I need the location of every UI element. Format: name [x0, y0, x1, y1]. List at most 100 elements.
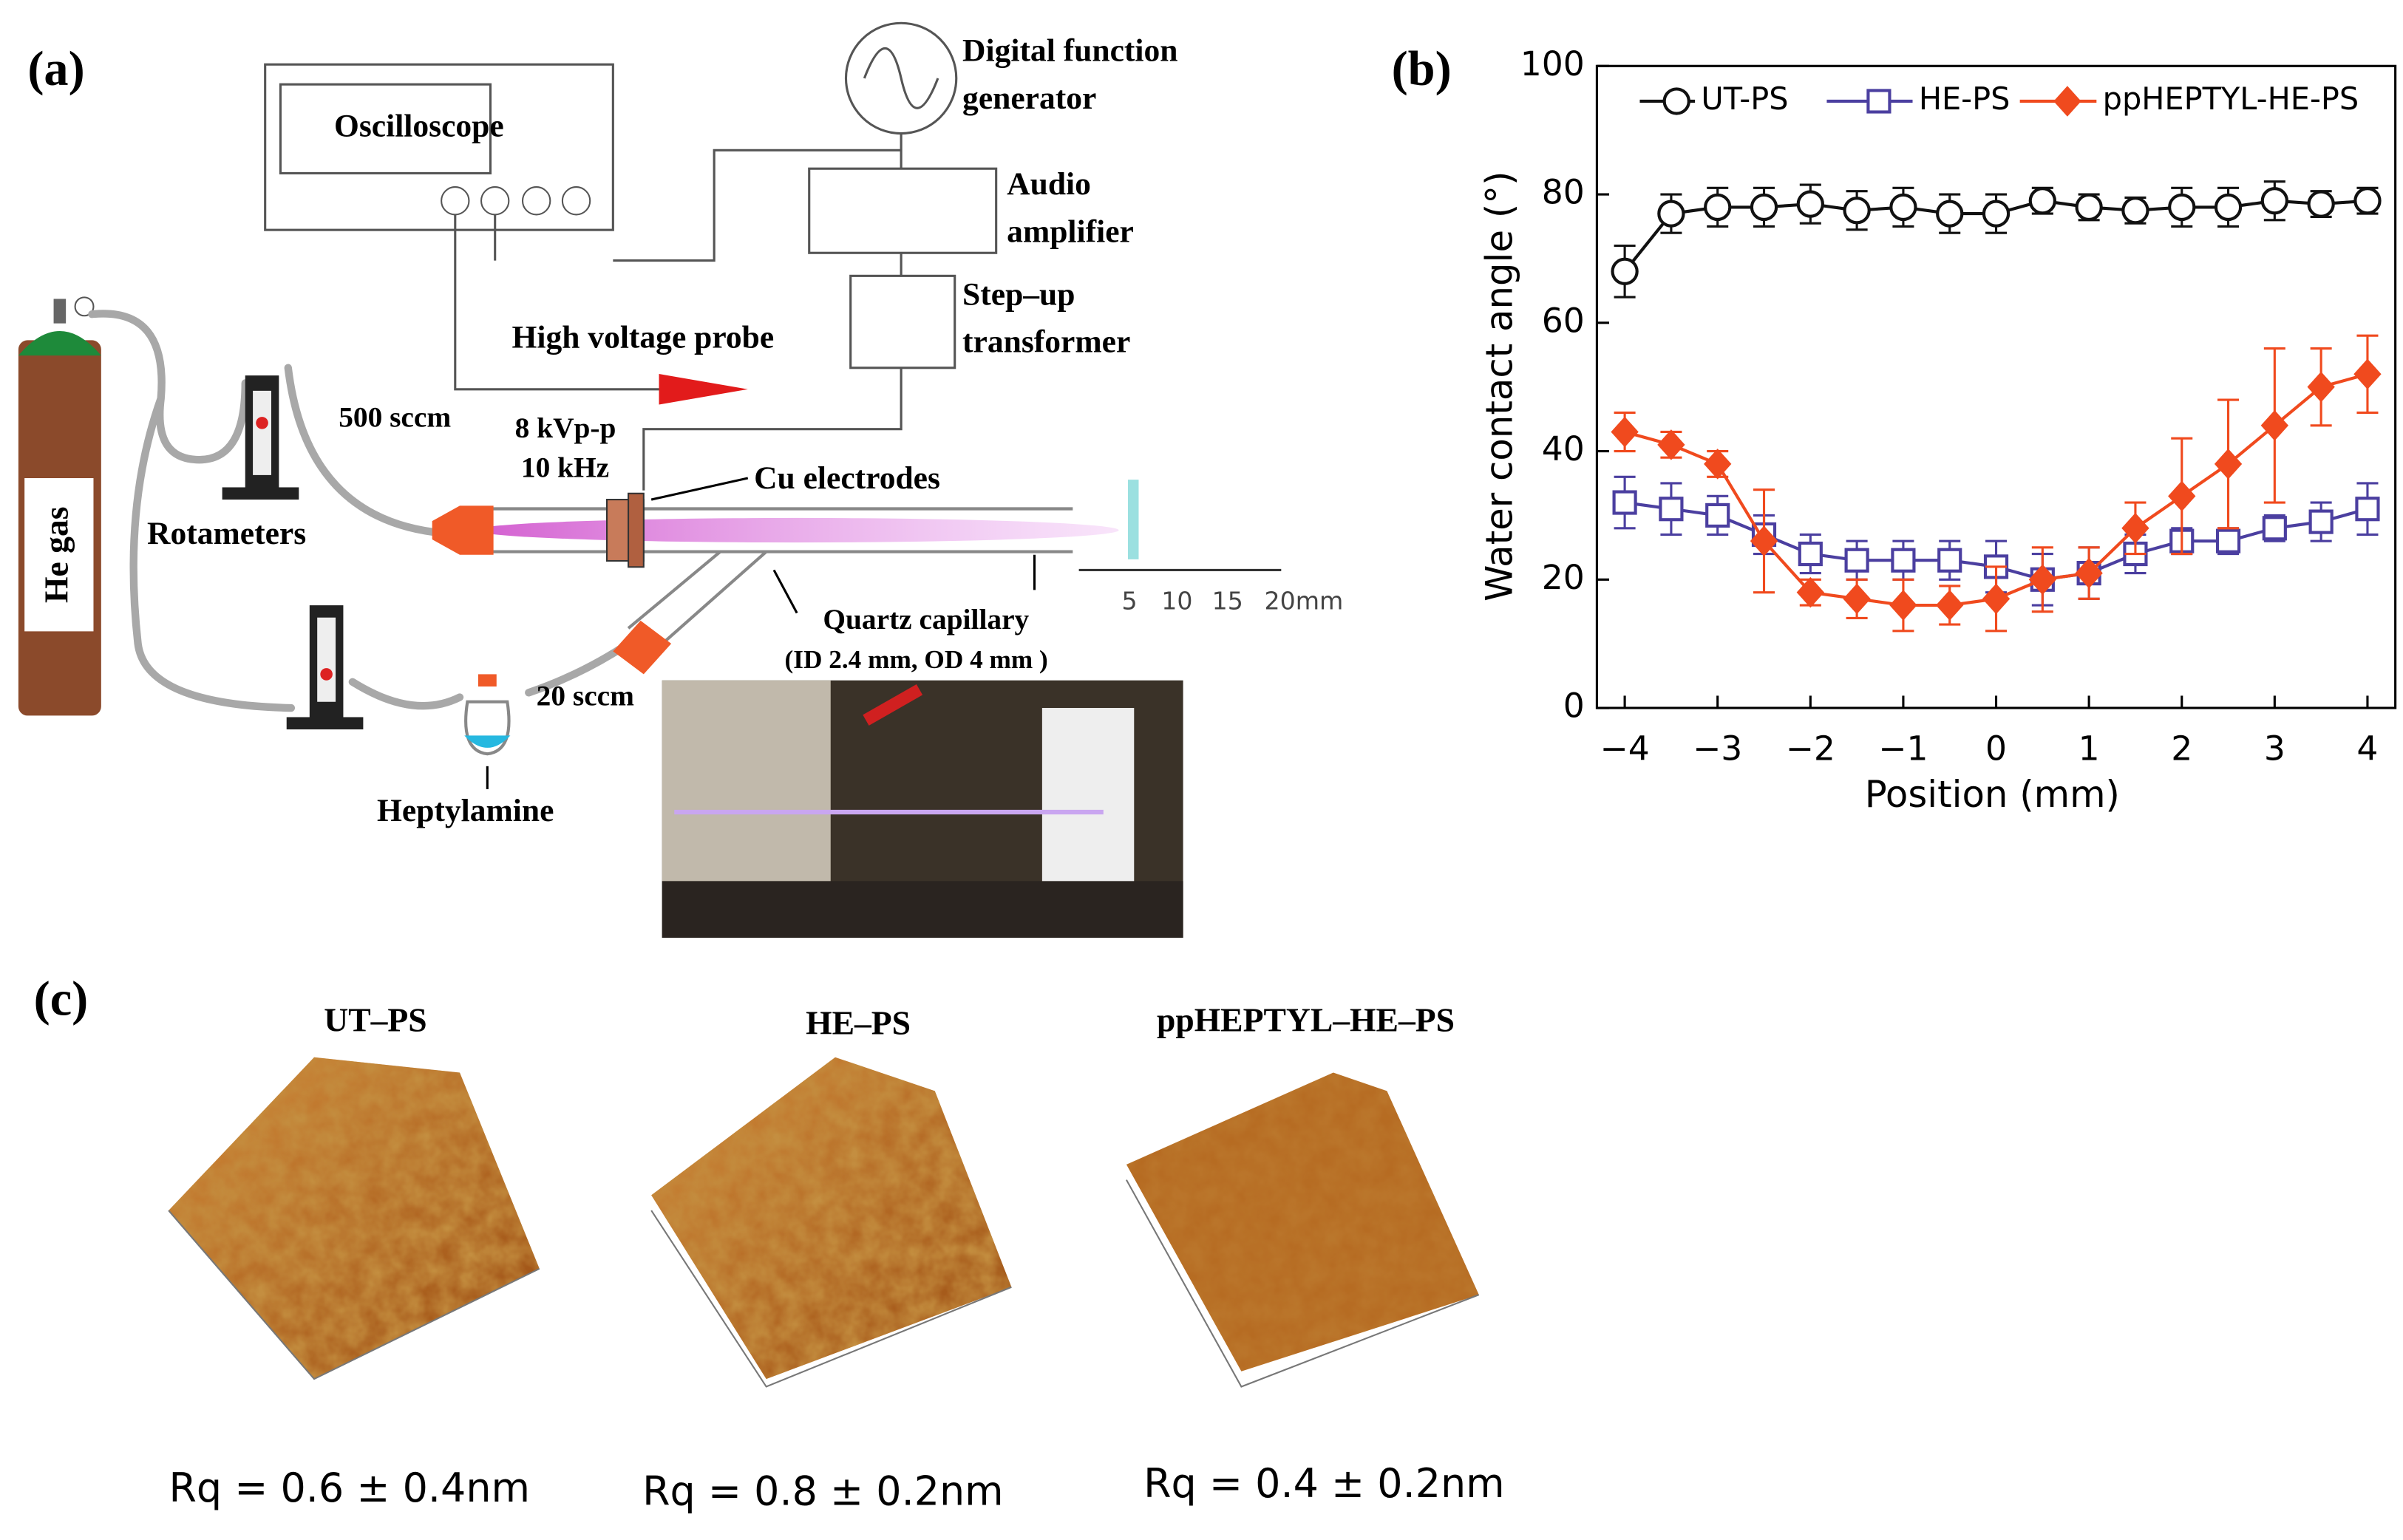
rotameter-ball	[320, 668, 333, 681]
roughness-label: Rq = 0.4 ± 0.2nm	[1143, 1460, 1505, 1507]
point	[2121, 513, 2149, 544]
knob	[480, 186, 510, 216]
x-tick-label: 4	[2356, 729, 2378, 769]
point	[2260, 187, 2289, 215]
cylinder-top	[18, 330, 101, 356]
rotameter-tube	[253, 390, 271, 475]
x-axis-label: Position (mm)	[1865, 773, 2120, 816]
transformer-label: Step–up	[962, 276, 1075, 312]
point	[2353, 358, 2382, 390]
point	[2215, 528, 2241, 553]
point	[1704, 193, 1732, 222]
point	[1796, 190, 1824, 218]
photo-clip	[863, 684, 923, 726]
oscilloscope-screen	[279, 83, 492, 174]
rotameter-base	[286, 717, 364, 730]
liquid	[464, 735, 511, 748]
generator-label: generator	[962, 81, 1096, 116]
knob	[521, 186, 551, 216]
point	[2262, 516, 2287, 541]
point	[1843, 583, 1871, 615]
voltage-label: 8 kVp-p	[515, 412, 616, 444]
point	[1657, 429, 1685, 460]
y-axis-label: Water contact angle (°)	[1478, 171, 1520, 601]
valve	[53, 299, 67, 324]
roughness-label: Rq = 0.6 ± 0.4nm	[169, 1465, 530, 1511]
point	[2168, 480, 2196, 512]
point	[1937, 548, 1962, 573]
connector	[613, 620, 672, 675]
point	[1843, 197, 1871, 225]
x-tick-label: 1	[2079, 729, 2100, 769]
scale-label: 10	[1161, 586, 1192, 615]
oscilloscope-box	[264, 63, 614, 231]
amplifier-label: Audio	[1007, 166, 1091, 202]
point	[2353, 187, 2382, 215]
valve	[74, 296, 95, 317]
y-tick-label: 100	[1520, 44, 1585, 84]
panel-b: (b) Position (mm) Water contact angle (°…	[1392, 42, 2397, 816]
capillary-label: Quartz capillary	[823, 603, 1029, 636]
rotameter-tube	[317, 617, 336, 702]
y-tick-label: 80	[1542, 173, 1585, 212]
rotameter-label: Rotameters	[147, 516, 306, 551]
connector	[432, 505, 494, 555]
x-tick-label: −4	[1600, 729, 1649, 769]
point	[1844, 548, 1869, 573]
point	[1982, 583, 2011, 615]
flow-label: 20 sccm	[537, 680, 634, 712]
afm-texture	[1126, 1072, 1479, 1372]
photo-region	[1041, 708, 1135, 907]
amplifier-box	[808, 167, 998, 254]
point	[2307, 371, 2335, 403]
panel-a: (a) Oscilloscope Digital function genera…	[18, 21, 1343, 938]
point	[1612, 490, 1637, 515]
point	[2260, 410, 2289, 441]
probe-label: High voltage probe	[511, 319, 774, 355]
sample-title: UT–PS	[324, 1001, 426, 1039]
rotameter-base	[222, 487, 299, 500]
cylinder-label-bg	[24, 478, 94, 632]
tubes	[88, 310, 633, 712]
x-tick-label: 2	[2171, 729, 2192, 769]
y-tick-label: 40	[1542, 429, 1585, 469]
frequency-label: 10 kHz	[521, 452, 609, 484]
generator-label: Digital function	[962, 33, 1177, 69]
point	[2168, 193, 2196, 222]
capillary	[487, 507, 1073, 648]
x-tick-label: 0	[1985, 729, 2007, 769]
flow-label: 500 sccm	[339, 401, 451, 433]
x-tick-label: −3	[1693, 729, 1742, 769]
transformer-label: transformer	[962, 324, 1130, 360]
point	[1705, 502, 1730, 528]
point	[1891, 548, 1916, 573]
stopper	[477, 674, 497, 687]
y-tick-label: 0	[1563, 686, 1585, 726]
point	[1750, 193, 1778, 222]
point	[2121, 197, 2149, 225]
point	[2075, 193, 2103, 222]
legend-marker	[1866, 89, 1892, 114]
wires	[454, 133, 903, 491]
legend-label: UT-PS	[1701, 81, 1788, 117]
electrodes-label: Cu electrodes	[754, 460, 940, 496]
x-tick-label: 3	[2264, 729, 2285, 769]
oscilloscope-label: Oscilloscope	[334, 108, 504, 143]
point	[1704, 449, 1732, 480]
point	[1611, 257, 1639, 285]
afm-axes	[168, 1179, 1480, 1388]
arrow	[650, 477, 749, 501]
point	[1889, 590, 1917, 621]
x-tick-label: −1	[1878, 729, 1928, 769]
roughness-label: Rq = 0.8 ± 0.2nm	[642, 1468, 1004, 1514]
sine-icon	[863, 47, 939, 109]
photo-region	[662, 881, 1183, 938]
plasma	[475, 517, 1119, 543]
point	[2028, 187, 2056, 215]
gas-label: He gas	[37, 506, 75, 602]
probe-icon	[659, 374, 748, 405]
point	[2214, 449, 2243, 480]
point	[1611, 416, 1639, 448]
panel-c: (c) UT–PS HE–PS ppHEPTYL–HE–PS Rq = 0.6 …	[34, 972, 1505, 1514]
